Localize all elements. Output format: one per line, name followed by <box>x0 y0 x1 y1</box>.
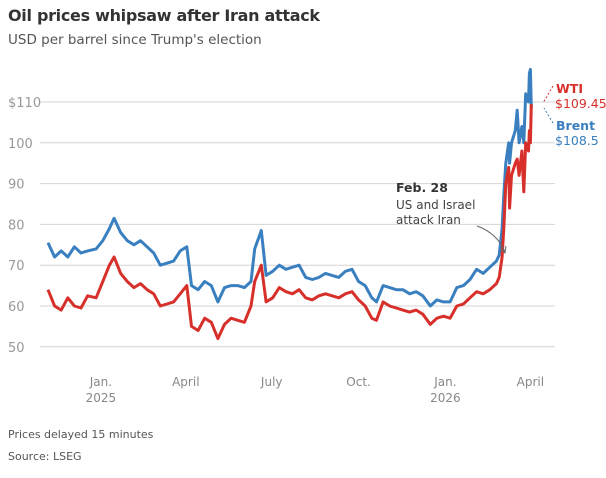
wti-label: WTI <box>556 81 583 96</box>
y-tick-label: 90 <box>8 178 25 193</box>
annotation-text: attack Iran <box>396 213 461 227</box>
source-note: Source: LSEG <box>8 450 82 463</box>
series-line-wti <box>46 104 533 341</box>
series-line-brent <box>46 67 533 308</box>
x-tick-label: July <box>260 375 283 389</box>
y-tick-label: 100 <box>8 137 33 152</box>
x-tick-label: April <box>172 375 199 389</box>
arrow-head-icon <box>499 245 507 255</box>
wti-leader-line <box>542 85 554 104</box>
y-tick-label: 60 <box>8 300 25 315</box>
y-tick-label: 70 <box>8 259 25 274</box>
brent-label: Brent <box>556 118 595 133</box>
x-tick-label: Jan. <box>433 375 456 389</box>
delay-note: Prices delayed 15 minutes <box>8 428 154 441</box>
x-tick-year: 2026 <box>430 391 461 405</box>
chart-subtitle: USD per barrel since Trump's election <box>8 32 262 48</box>
x-tick-label: Oct. <box>346 375 371 389</box>
brent-leader-line <box>543 107 554 124</box>
x-tick-label: April <box>517 375 544 389</box>
y-tick-label: 50 <box>8 341 25 356</box>
x-tick-label: Jan. <box>89 375 112 389</box>
annotation-arrow <box>476 225 506 253</box>
brent-last-value: $108.5 <box>555 133 599 148</box>
y-tick-label: 80 <box>8 218 25 233</box>
chart-title: Oil prices whipsaw after Iran attack <box>8 6 320 25</box>
annotation-heading: Feb. 28 <box>396 180 448 195</box>
wti-last-value: $109.45 <box>555 96 606 111</box>
annotation-text: US and Israel <box>396 198 475 212</box>
x-tick-year: 2025 <box>86 391 117 405</box>
y-tick-label: $110 <box>8 96 41 111</box>
